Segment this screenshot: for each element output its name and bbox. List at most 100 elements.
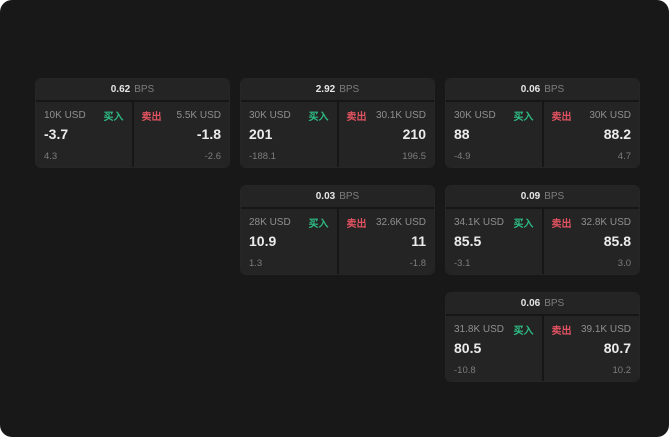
spread-header: 0.09 BPS: [446, 186, 639, 207]
buy-delta: -4.9: [454, 151, 471, 162]
buy-quote-panel[interactable]: 10K USD 买入 -3.7 4.3: [36, 102, 132, 167]
buy-side-label: 买入: [308, 112, 329, 123]
buy-amount: 31.8K USD: [454, 324, 505, 335]
sell-amount: 32.6K USD: [375, 217, 426, 228]
sell-side-label: 卖出: [551, 219, 572, 230]
buy-panel-top: 30K USD 买入: [454, 108, 534, 123]
bps-value: 0.03: [315, 191, 336, 202]
spread-header: 0.06 BPS: [446, 79, 639, 100]
buy-side-label: 买入: [513, 219, 534, 230]
buy-delta: -10.8: [454, 365, 476, 376]
sell-quote-panel[interactable]: 卖出 30K USD 88.2 4.7: [543, 102, 639, 167]
sell-amount: 39.1K USD: [580, 324, 631, 335]
spread-card: 0.09 BPS 34.1K USD 买入 85.5 -3.1 卖出 32.8K…: [445, 185, 640, 275]
quote-body: 30K USD 买入 88 -4.9 卖出 30K USD 88.2 4.7: [446, 102, 639, 167]
buy-panel-top: 31.8K USD 买入: [454, 322, 534, 337]
bps-value: 0.06: [520, 298, 541, 309]
sell-price: 88.2: [603, 126, 631, 142]
sell-delta: -2.6: [204, 151, 221, 162]
sell-quote-panel[interactable]: 卖出 30.1K USD 210 196.5: [338, 102, 434, 167]
sell-quote-panel[interactable]: 卖出 39.1K USD 80.7 10.2: [543, 316, 639, 381]
bps-value: 0.09: [520, 191, 541, 202]
buy-delta: -3.1: [454, 258, 471, 269]
spread-header: 0.06 BPS: [446, 293, 639, 314]
spread-card: 0.03 BPS 28K USD 买入 10.9 1.3 卖出 32.6K US…: [240, 185, 435, 275]
spread-header: 0.03 BPS: [241, 186, 434, 207]
sell-delta: 3.0: [617, 258, 631, 269]
sell-panel-top: 卖出 30.1K USD: [347, 108, 427, 123]
buy-price: 80.5: [454, 340, 482, 356]
quote-body: 31.8K USD 买入 80.5 -10.8 卖出 39.1K USD 80.…: [446, 316, 639, 381]
buy-delta: -188.1: [249, 151, 276, 162]
buy-side-label: 买入: [308, 219, 329, 230]
bps-unit-label: BPS: [339, 84, 360, 95]
sell-side-label: 卖出: [141, 112, 162, 123]
buy-side-label: 买入: [513, 326, 534, 337]
sell-side-label: 卖出: [346, 112, 367, 123]
quote-body: 30K USD 买入 201 -188.1 卖出 30.1K USD 210 1…: [241, 102, 434, 167]
buy-price: 88: [454, 126, 470, 142]
buy-side-label: 买入: [103, 112, 124, 123]
sell-quote-panel[interactable]: 卖出 32.8K USD 85.8 3.0: [543, 209, 639, 274]
sell-panel-top: 卖出 5.5K USD: [142, 108, 222, 123]
sell-price: -1.8: [196, 126, 221, 142]
sell-side-label: 卖出: [551, 112, 572, 123]
sell-price: 85.8: [603, 233, 631, 249]
sell-panel-top: 卖出 39.1K USD: [552, 322, 632, 337]
buy-quote-panel[interactable]: 28K USD 买入 10.9 1.3: [241, 209, 337, 274]
sell-panel-top: 卖出 32.8K USD: [552, 215, 632, 230]
buy-price: 201: [249, 126, 273, 142]
bps-value: 2.92: [315, 84, 336, 95]
buy-quote-panel[interactable]: 30K USD 买入 201 -188.1: [241, 102, 337, 167]
sell-price: 210: [402, 126, 426, 142]
buy-amount: 30K USD: [249, 110, 291, 121]
sell-amount: 30.1K USD: [375, 110, 426, 121]
spread-header: 2.92 BPS: [241, 79, 434, 100]
sell-price: 80.7: [603, 340, 631, 356]
buy-price: -3.7: [44, 126, 69, 142]
buy-price: 85.5: [454, 233, 482, 249]
sell-side-label: 卖出: [346, 219, 367, 230]
sell-panel-top: 卖出 32.6K USD: [347, 215, 427, 230]
quote-body: 10K USD 买入 -3.7 4.3 卖出 5.5K USD -1.8 -2.…: [36, 102, 229, 167]
sell-price: 11: [411, 233, 426, 249]
spread-card: 2.92 BPS 30K USD 买入 201 -188.1 卖出 30.1K …: [240, 78, 435, 168]
spread-card: 0.06 BPS 31.8K USD 买入 80.5 -10.8 卖出 39.1…: [445, 292, 640, 382]
buy-quote-panel[interactable]: 30K USD 买入 88 -4.9: [446, 102, 542, 167]
quote-body: 34.1K USD 买入 85.5 -3.1 卖出 32.8K USD 85.8…: [446, 209, 639, 274]
sell-amount: 30K USD: [589, 110, 631, 121]
buy-panel-top: 10K USD 买入: [44, 108, 124, 123]
sell-side-label: 卖出: [551, 326, 572, 337]
sell-quote-panel[interactable]: 卖出 32.6K USD 11 -1.8: [338, 209, 434, 274]
spread-cards-grid: 0.62 BPS 10K USD 买入 -3.7 4.3 卖出 5.5K USD…: [35, 78, 640, 382]
buy-amount: 34.1K USD: [454, 217, 505, 228]
buy-quote-panel[interactable]: 34.1K USD 买入 85.5 -3.1: [446, 209, 542, 274]
bps-unit-label: BPS: [544, 84, 565, 95]
bps-value: 0.62: [110, 84, 131, 95]
sell-quote-panel[interactable]: 卖出 5.5K USD -1.8 -2.6: [133, 102, 229, 167]
sell-amount: 5.5K USD: [176, 110, 221, 121]
bps-unit-label: BPS: [544, 298, 565, 309]
spread-card: 0.62 BPS 10K USD 买入 -3.7 4.3 卖出 5.5K USD…: [35, 78, 230, 168]
sell-delta: -1.8: [409, 258, 426, 269]
bps-unit-label: BPS: [339, 191, 360, 202]
sell-delta: 4.7: [617, 151, 631, 162]
buy-amount: 30K USD: [454, 110, 496, 121]
quote-body: 28K USD 买入 10.9 1.3 卖出 32.6K USD 11 -1.8: [241, 209, 434, 274]
spread-header: 0.62 BPS: [36, 79, 229, 100]
spread-card: 0.06 BPS 30K USD 买入 88 -4.9 卖出 30K USD 8…: [445, 78, 640, 168]
buy-amount: 10K USD: [44, 110, 86, 121]
buy-quote-panel[interactable]: 31.8K USD 买入 80.5 -10.8: [446, 316, 542, 381]
buy-panel-top: 28K USD 买入: [249, 215, 329, 230]
buy-side-label: 买入: [513, 112, 534, 123]
buy-delta: 1.3: [249, 258, 263, 269]
sell-delta: 10.2: [612, 365, 632, 376]
buy-price: 10.9: [249, 233, 277, 249]
sell-amount: 32.8K USD: [580, 217, 631, 228]
bps-value: 0.06: [520, 84, 541, 95]
sell-panel-top: 卖出 30K USD: [552, 108, 632, 123]
buy-panel-top: 34.1K USD 买入: [454, 215, 534, 230]
bps-unit-label: BPS: [544, 191, 565, 202]
buy-amount: 28K USD: [249, 217, 291, 228]
